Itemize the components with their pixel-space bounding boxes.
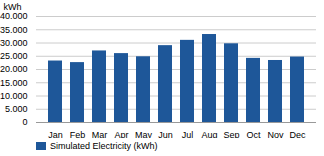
- svg-text:10.000: 10.000: [0, 91, 28, 101]
- svg-text:40.000: 40.000: [0, 11, 28, 21]
- svg-text:Oct: Oct: [246, 130, 261, 138]
- svg-text:Jan: Jan: [48, 130, 63, 138]
- svg-text:kWh: kWh: [4, 2, 22, 12]
- svg-text:Sep: Sep: [223, 130, 239, 138]
- svg-text:Apr: Apr: [114, 130, 128, 138]
- svg-text:5.000: 5.000: [5, 104, 28, 114]
- svg-text:25.000: 25.000: [0, 51, 28, 61]
- svg-text:20.000: 20.000: [0, 64, 28, 74]
- svg-text:0: 0: [22, 117, 27, 127]
- svg-text:Nov: Nov: [267, 130, 284, 138]
- svg-text:Dec: Dec: [289, 130, 306, 138]
- svg-text:15.000: 15.000: [0, 78, 28, 88]
- svg-text:Aug: Aug: [201, 130, 217, 138]
- svg-text:35.000: 35.000: [0, 25, 28, 35]
- svg-text:Jul: Jul: [182, 130, 194, 138]
- svg-text:30.000: 30.000: [0, 38, 28, 48]
- svg-text:Mar: Mar: [92, 130, 108, 138]
- svg-text:Jun: Jun: [158, 130, 173, 138]
- svg-text:May: May: [135, 130, 153, 138]
- svg-text:Feb: Feb: [70, 130, 86, 138]
- html-text:Simulated Electricity (kWh): Simulated Electricity (kWh): [50, 141, 158, 151]
